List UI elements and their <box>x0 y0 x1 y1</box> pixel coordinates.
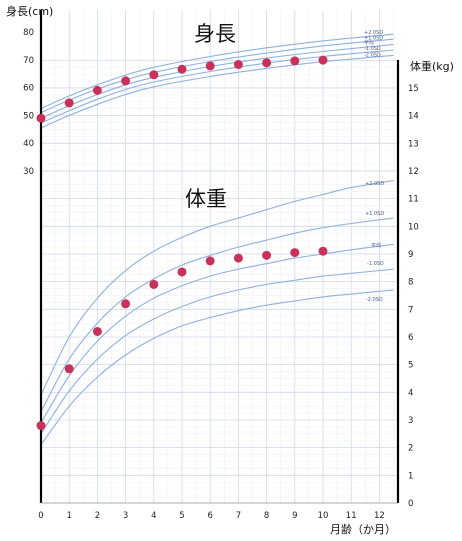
x-tick-label: 1 <box>66 511 71 521</box>
height-tick-label: 30 <box>23 167 34 177</box>
axes <box>39 10 400 504</box>
height-data-point <box>318 55 328 65</box>
weight-data-point <box>36 421 46 431</box>
weight-curve-label: +2.0SD <box>365 181 384 187</box>
height-curve-label: -1.0SD <box>364 46 381 52</box>
weight-data-point <box>262 250 272 260</box>
weight-tick-label: 10 <box>408 222 419 232</box>
weight-curve-label: +1.0SD <box>365 211 384 217</box>
x-tick-label: 6 <box>207 511 212 521</box>
height-data-point <box>92 85 102 95</box>
x-tick-label: 9 <box>292 511 297 521</box>
height-data-point <box>64 98 74 108</box>
weight-data-point <box>233 253 243 263</box>
weight-tick-label: 5 <box>408 361 413 371</box>
weight-tick-label: 11 <box>408 195 419 205</box>
height-data-point <box>121 76 131 86</box>
weight-tick-label: 3 <box>408 416 413 426</box>
weight-panel-title: 体重 <box>185 187 227 211</box>
weight-tick-label: 14 <box>408 112 419 122</box>
weight-data-point <box>290 248 300 258</box>
x-tick-label: 0 <box>38 511 43 521</box>
weight-tick-label: 1 <box>408 471 413 481</box>
weight-curve <box>40 217 394 412</box>
height-data-point <box>149 70 159 80</box>
height-tick-label: 60 <box>23 84 34 94</box>
weight-tick-label: 12 <box>408 167 419 177</box>
height-axis-title: 身長(cm) <box>6 4 53 18</box>
grid <box>40 10 398 504</box>
x-tick-label: 2 <box>95 511 100 521</box>
weight-tick-label: 9 <box>408 250 413 260</box>
height-data-point <box>36 113 46 123</box>
curve-labels: +2.0SD+1.0SD平均-1.0SD-2.0SD+2.0SD+1.0SD平均… <box>364 30 384 303</box>
weight-tick-label: 8 <box>408 278 413 288</box>
height-curve-label: 平均 <box>364 39 374 46</box>
height-tick-label: 40 <box>23 139 34 149</box>
weight-tick-label: 7 <box>408 305 413 315</box>
height-curve-label: +1.0SD <box>364 36 383 42</box>
weight-axis-title: 体重(kg) <box>410 59 454 73</box>
height-panel-title: 身長 <box>194 22 236 46</box>
weight-data-point <box>64 364 74 374</box>
weight-data-point <box>318 246 328 256</box>
x-tick-label: 8 <box>264 511 269 521</box>
height-tick-label: 50 <box>23 111 34 121</box>
height-curve <box>40 49 394 124</box>
x-axis-title: 月齢（か月） <box>330 522 396 536</box>
height-tick-label: 80 <box>23 28 34 38</box>
weight-data-point <box>92 326 102 336</box>
height-curve <box>40 54 394 129</box>
weight-curve <box>40 180 394 396</box>
weight-data-point <box>177 267 187 277</box>
weight-curve-label: -1.0SD <box>367 261 384 267</box>
weight-data-point <box>149 279 159 289</box>
x-tick-label: 4 <box>151 511 156 521</box>
weight-tick-label: 13 <box>408 139 419 149</box>
x-tick-label: 3 <box>123 511 128 521</box>
x-tick-label: 10 <box>318 511 329 521</box>
weight-curve-label: 平均 <box>371 242 381 249</box>
height-curve-label: +2.0SD <box>364 30 383 36</box>
weight-tick-label: 2 <box>408 444 413 454</box>
weight-tick-label: 0 <box>408 499 413 509</box>
height-curve <box>40 33 394 109</box>
weight-tick-label: 6 <box>408 333 413 343</box>
x-tick-label: 7 <box>236 511 241 521</box>
weight-curve-label: -2.0SD <box>366 297 383 303</box>
weight-curve <box>40 289 394 446</box>
height-data-point <box>290 56 300 66</box>
x-tick-label: 12 <box>374 511 385 521</box>
height-data-point <box>233 60 243 70</box>
weight-data-point <box>205 256 215 266</box>
height-tick-label: 70 <box>23 56 34 66</box>
x-tick-label: 5 <box>179 511 184 521</box>
weight-tick-label: 4 <box>408 388 413 398</box>
x-tick-label: 11 <box>346 511 357 521</box>
height-data-point <box>262 58 272 68</box>
height-curve-label: -2.0SD <box>364 52 381 58</box>
height-data-point <box>205 61 215 71</box>
weight-tick-label: 15 <box>408 84 419 94</box>
weight-curve <box>40 268 394 435</box>
measurement-points <box>36 55 328 431</box>
weight-data-point <box>121 299 131 309</box>
reference-curves <box>40 33 394 446</box>
height-data-point <box>177 64 187 74</box>
